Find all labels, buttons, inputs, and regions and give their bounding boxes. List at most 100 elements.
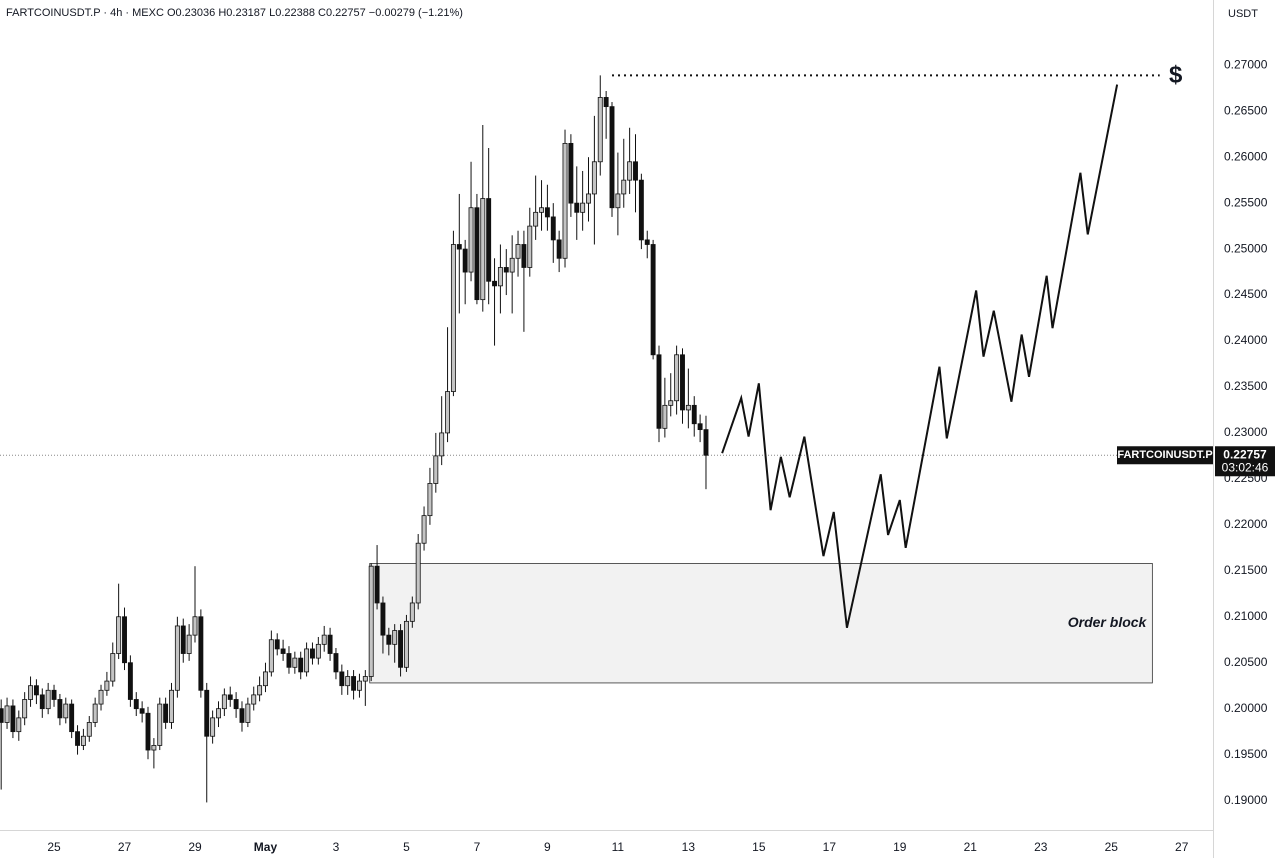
- candle-body: [80, 735, 86, 746]
- x-tick-label: 13: [682, 840, 696, 854]
- candle-body: [16, 717, 22, 733]
- candle-body: [644, 239, 650, 245]
- candle-body: [310, 648, 315, 659]
- candle-body: [57, 699, 63, 719]
- candle-body: [550, 216, 556, 241]
- candle-body: [562, 142, 568, 259]
- candle-body: [586, 193, 591, 204]
- candle-body: [198, 616, 204, 691]
- candle-body: [474, 207, 480, 301]
- candle-body: [169, 689, 174, 723]
- candle-body: [427, 483, 433, 517]
- x-tick-label: 17: [823, 840, 837, 854]
- price-label: 0.22757: [1223, 447, 1267, 461]
- candle-body: [345, 676, 351, 687]
- x-tick-label: 5: [403, 840, 410, 854]
- candle-body: [274, 639, 280, 650]
- x-tick-label: 11: [612, 840, 625, 854]
- symbol-label: FARTCOINUSDT.P: [1117, 449, 1212, 461]
- y-tick-label: 0.19000: [1224, 793, 1268, 807]
- candle-body: [450, 244, 456, 392]
- candle-body: [22, 699, 28, 719]
- candle-body: [86, 722, 92, 737]
- candle-body: [51, 689, 57, 700]
- candle-body: [210, 717, 216, 737]
- candle-body: [133, 699, 139, 710]
- candle-body: [327, 634, 333, 654]
- y-tick-label: 0.20500: [1224, 655, 1268, 669]
- x-tick-label: 19: [893, 840, 907, 854]
- candle-body: [486, 198, 492, 282]
- candle-body: [627, 161, 633, 181]
- candle-body: [597, 97, 603, 163]
- candle-body: [157, 703, 163, 746]
- candle-body: [145, 712, 151, 751]
- candle-body: [227, 694, 233, 700]
- order-block-label: Order block: [1068, 614, 1148, 630]
- x-tick-label: 15: [752, 840, 766, 854]
- candle-body: [638, 179, 644, 241]
- candle-body: [556, 239, 562, 259]
- y-tick-label: 0.21000: [1224, 609, 1268, 623]
- y-tick-label: 0.25500: [1224, 195, 1268, 209]
- candle-body: [204, 689, 210, 737]
- y-tick-label: 0.25000: [1224, 241, 1268, 255]
- candle-body: [116, 616, 122, 654]
- candle-body: [233, 699, 239, 710]
- candle-body: [580, 202, 586, 213]
- candle-body: [691, 404, 697, 425]
- target-label: $: [1169, 62, 1183, 89]
- candle-body: [75, 731, 80, 746]
- candle-body: [509, 257, 515, 273]
- candle-body: [544, 207, 550, 218]
- y-tick-label: 0.23500: [1224, 379, 1268, 393]
- candle-body: [356, 680, 362, 691]
- candle-body: [298, 657, 304, 673]
- candle-body: [633, 161, 638, 181]
- candle-body: [104, 680, 110, 691]
- y-tick-label: 0.23000: [1224, 425, 1268, 439]
- candle-body: [92, 703, 98, 723]
- candle-body: [245, 703, 251, 723]
- candle-body: [0, 708, 4, 723]
- candle-body: [174, 625, 180, 691]
- candle-body: [63, 703, 69, 719]
- candle-body: [69, 703, 75, 733]
- candle-body: [415, 542, 421, 604]
- candle-body: [163, 703, 169, 723]
- y-tick-label: 0.24000: [1224, 333, 1268, 347]
- candle-body: [456, 244, 462, 250]
- candle-body: [439, 432, 445, 457]
- candle-body: [268, 639, 274, 673]
- symbol-label-box: [1117, 446, 1213, 465]
- y-tick-label: 0.21500: [1224, 563, 1268, 577]
- x-tick-label: 27: [118, 840, 132, 854]
- candle-body: [122, 616, 127, 664]
- candle-body: [503, 267, 509, 273]
- y-tick-label: 0.26500: [1224, 103, 1268, 117]
- y-tick-label: 0.19500: [1224, 747, 1268, 761]
- candle-body: [621, 179, 627, 195]
- candle-body: [480, 198, 486, 301]
- candle-body: [539, 207, 544, 213]
- x-tick-label: 29: [188, 840, 202, 854]
- candle-body: [615, 193, 621, 209]
- x-tick-label: 27: [1175, 840, 1189, 854]
- candle-body: [257, 685, 263, 696]
- candle-body: [221, 694, 227, 710]
- order-block: [369, 563, 1153, 684]
- y-tick-label: 0.24500: [1224, 287, 1268, 301]
- candle-body: [668, 400, 674, 406]
- y-tick-label: 0.27000: [1224, 57, 1268, 71]
- x-tick-label: 25: [47, 840, 61, 854]
- candle-body: [45, 689, 51, 710]
- axes: 0.19000 0.19500 0.20000 0.20500 0.21000 0.215…: [47, 57, 1275, 854]
- candle-body: [656, 354, 662, 429]
- candle-body: [386, 634, 392, 645]
- candle-body: [603, 97, 609, 108]
- candle-body: [392, 630, 398, 645]
- candle-body: [403, 620, 409, 668]
- candle-body: [304, 648, 310, 673]
